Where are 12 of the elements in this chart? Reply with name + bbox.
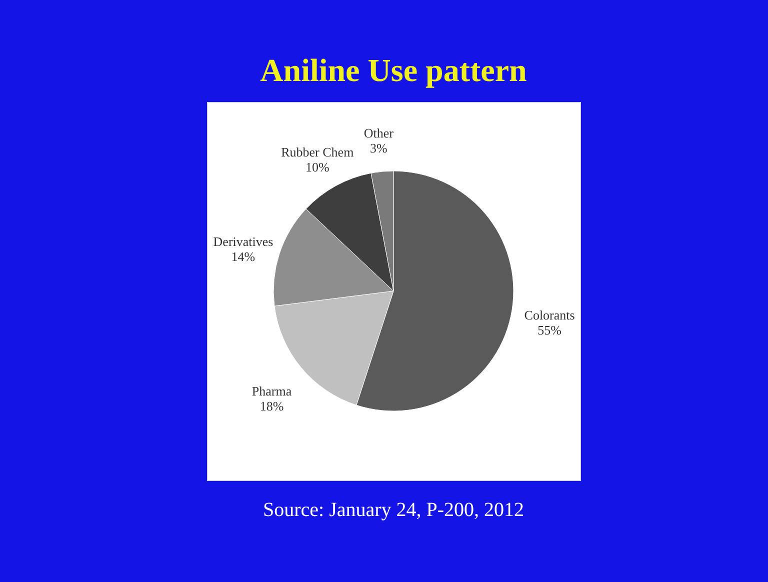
source-note: Source: January 24, P-200, 2012	[262, 499, 524, 521]
data-label: 10%	[305, 160, 330, 175]
data-label: 18%	[260, 398, 284, 414]
slice-label: Derivatives	[213, 234, 274, 250]
slice-label: Colorants	[524, 308, 575, 323]
slice-label: Rubber Chem	[281, 144, 354, 160]
data-label: 14%	[231, 249, 256, 264]
data-label: 55%	[538, 322, 562, 338]
slice-label: Pharma	[252, 384, 292, 399]
slice-label: Other	[364, 126, 394, 141]
data-label: 3%	[370, 140, 388, 156]
chart-title: Aniline Use pattern	[260, 52, 528, 88]
